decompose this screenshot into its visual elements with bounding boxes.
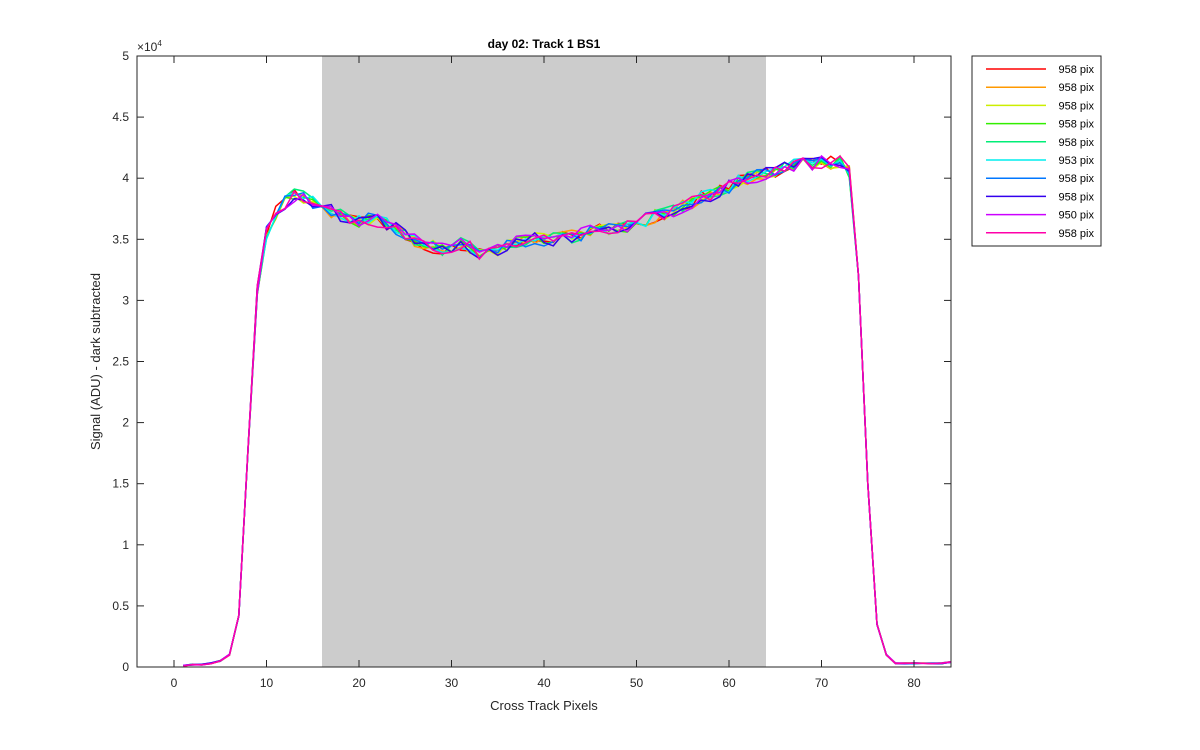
legend-entry-label: 958 pix [1059,173,1095,185]
x-tick-label: 50 [630,676,644,690]
y-tick-label: 0.5 [112,599,129,613]
y-tick-label: 0 [122,660,129,674]
series-lines [183,154,952,667]
x-tick-label: 80 [907,676,921,690]
legend-entry-label: 958 pix [1059,100,1095,112]
y-tick-label: 1 [122,538,129,552]
y-tick-label: 3.5 [112,232,129,246]
legend-entry-label: 953 pix [1059,155,1095,167]
y-tick-label: 1.5 [112,477,129,491]
legend-entry-label: 958 pix [1059,191,1095,203]
chart-title: day 02: Track 1 BS1 [488,37,601,51]
y-axis-exponent: ×104 [137,39,162,54]
x-tick-label: 30 [445,676,459,690]
legend-entry-label: 958 pix [1059,228,1095,240]
legend-entry-label: 950 pix [1059,210,1095,222]
y-tick-label: 2 [122,416,129,430]
x-tick-label: 70 [815,676,829,690]
x-tick-label: 0 [171,676,178,690]
series-line-10 [183,155,952,667]
x-tick-label: 10 [260,676,274,690]
legend-entry-label: 958 pix [1059,64,1095,76]
shaded-region [322,56,766,667]
x-axis-label: Cross Track Pixels [490,698,598,713]
legend: 958 pix 958 pix 958 pix 958 pix 958 pix 953 p… [971,55,1102,247]
axis-ticks: 0 10 20 30 40 50 60 70 80 0 0.5 1 1.5 2 2.5 3 3.5 4 4.5 5 [112,49,951,690]
x-tick-label: 60 [722,676,736,690]
y-exponent-base: ×10 [137,40,158,54]
y-tick-label: 3 [122,293,129,307]
legend-entry-label: 958 pix [1059,119,1095,131]
y-tick-label: 5 [122,49,129,63]
y-exponent-power: 4 [157,39,162,48]
legend-entry-label: 958 pix [1059,82,1095,94]
y-tick-label: 2.5 [112,355,129,369]
x-tick-label: 40 [537,676,551,690]
y-tick-label: 4 [122,171,129,185]
y-axis-label: Signal (ADU) - dark subtracted [88,273,103,450]
legend-entry-label: 958 pix [1059,137,1095,149]
y-tick-label: 4.5 [112,110,129,124]
x-tick-label: 20 [352,676,366,690]
